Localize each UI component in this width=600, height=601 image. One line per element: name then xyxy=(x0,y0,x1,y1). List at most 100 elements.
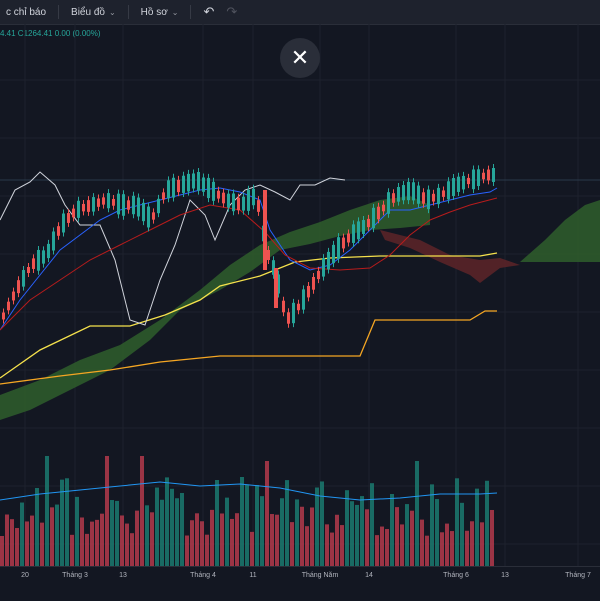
volume-bar xyxy=(345,490,349,566)
volume-bar xyxy=(20,502,24,566)
close-button[interactable]: ✕ xyxy=(280,38,320,78)
x-axis-label: 20 xyxy=(21,572,29,579)
candle xyxy=(12,291,15,301)
volume-bar xyxy=(270,514,274,566)
volume-bar xyxy=(455,478,459,566)
time-axis[interactable]: 20 Tháng 3 13 Tháng 4 11 Tháng Năm 14 Tháng 6 13… xyxy=(0,566,600,601)
volume-bar xyxy=(90,521,94,566)
candle xyxy=(472,169,475,190)
candle xyxy=(322,258,325,277)
candle xyxy=(2,312,5,320)
x-axis-label: Tháng 4 xyxy=(190,572,216,579)
candle xyxy=(317,270,320,280)
volume-bar xyxy=(430,484,434,566)
candle xyxy=(447,181,450,200)
volume-bar xyxy=(350,501,354,566)
candle xyxy=(37,249,40,271)
volume-bar xyxy=(485,480,489,566)
candle xyxy=(167,180,170,199)
volume-bar xyxy=(470,521,474,566)
candle xyxy=(302,289,305,310)
candle xyxy=(377,206,380,220)
candle xyxy=(127,200,130,210)
candle xyxy=(412,182,415,201)
close-icon: ✕ xyxy=(290,45,310,70)
volume-bar xyxy=(5,514,9,566)
volume-bar xyxy=(195,513,199,566)
volume-bar xyxy=(330,532,334,566)
volume-bar xyxy=(110,500,114,566)
chart-menu-label: Biểu đồ xyxy=(71,6,105,18)
candle xyxy=(257,200,260,212)
candle xyxy=(102,197,105,205)
candle xyxy=(232,193,235,212)
volume-bar xyxy=(320,481,324,566)
indicators-button[interactable]: c chỉ báo xyxy=(0,0,52,24)
volume-bar xyxy=(50,507,54,566)
candle xyxy=(487,169,490,181)
candle xyxy=(182,175,185,193)
volume-bar xyxy=(65,478,69,566)
volume-bar xyxy=(460,502,464,566)
candle xyxy=(162,192,165,200)
volume-bar xyxy=(60,479,64,566)
candle xyxy=(57,226,60,236)
candle xyxy=(402,185,405,201)
candle xyxy=(392,193,395,203)
candle xyxy=(477,169,480,187)
candle xyxy=(467,177,470,185)
toolbar-divider xyxy=(58,5,60,19)
undo-icon[interactable]: ↶ xyxy=(203,4,215,19)
candle xyxy=(212,181,215,201)
volume-bar xyxy=(285,480,289,566)
candle xyxy=(387,192,390,214)
volume-bar xyxy=(80,517,84,566)
candle xyxy=(442,190,445,197)
volume-bar xyxy=(315,487,319,566)
redo-icon[interactable]: ↷ xyxy=(226,4,238,19)
volume-bar xyxy=(405,504,409,566)
chart-menu-button[interactable]: Biểu đồ ⌄ xyxy=(65,0,122,24)
volume-bar xyxy=(380,526,384,566)
volume-bar xyxy=(0,536,4,566)
volume-bar xyxy=(125,523,129,566)
volume-bar xyxy=(70,534,74,566)
volume-bar xyxy=(10,519,14,566)
volume-bar xyxy=(95,519,99,566)
candle xyxy=(417,185,420,204)
indicators-label: c chỉ báo xyxy=(6,6,47,18)
volume-bar xyxy=(280,498,284,566)
volume-bar xyxy=(115,500,119,566)
candle xyxy=(292,302,295,324)
candle xyxy=(267,249,270,261)
candle xyxy=(362,220,365,234)
chevron-down-icon: ⌄ xyxy=(108,7,116,17)
volume-bar xyxy=(450,531,454,566)
candle xyxy=(432,193,435,202)
candle xyxy=(357,221,360,240)
candle xyxy=(192,173,195,189)
candle xyxy=(202,177,205,192)
candle xyxy=(277,274,280,294)
yellow-line xyxy=(0,252,498,379)
volume-bar xyxy=(145,505,149,566)
volume-bar xyxy=(240,476,244,566)
volume-bar xyxy=(465,530,469,566)
volume-bar xyxy=(445,523,449,566)
volume-bar xyxy=(255,485,259,566)
candle xyxy=(282,300,285,313)
candle xyxy=(237,197,240,211)
volume-bar xyxy=(410,510,414,566)
volume-bar xyxy=(300,506,304,566)
volume-bar xyxy=(370,483,374,566)
volume-bar xyxy=(245,484,249,566)
candle xyxy=(47,243,50,259)
candle xyxy=(422,192,425,204)
volume-bar xyxy=(290,522,294,566)
volume-bar xyxy=(55,504,59,566)
volume-bar xyxy=(480,522,484,566)
profile-menu-button[interactable]: Hồ sơ ⌄ xyxy=(135,0,185,24)
candle xyxy=(62,213,65,233)
base-line-red xyxy=(0,197,498,331)
price-chart[interactable] xyxy=(0,24,600,566)
